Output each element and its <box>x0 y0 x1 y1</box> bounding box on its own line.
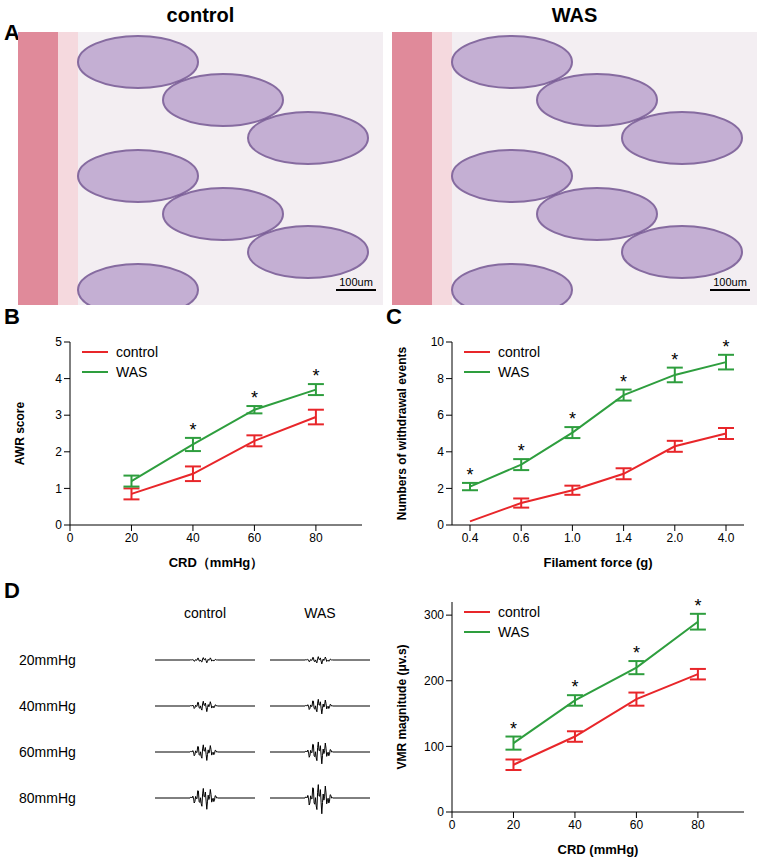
html-text:WAS: WAS <box>498 624 530 640</box>
html-text:control: control <box>498 344 540 360</box>
html-text:D: D <box>4 578 20 603</box>
svg-text:40mmHg: 40mmHg <box>19 698 76 714</box>
html-text:control: control <box>498 604 540 620</box>
svg-text:100um: 100um <box>339 276 373 288</box>
svg-text:*: * <box>569 409 576 429</box>
svg-text:0: 0 <box>437 518 444 532</box>
svg-text:Numbers of withdrawal events: Numbers of withdrawal events <box>395 346 409 520</box>
svg-text:60mmHg: 60mmHg <box>19 744 76 760</box>
svg-text:8: 8 <box>437 372 444 386</box>
svg-text:1: 1 <box>55 482 62 496</box>
svg-text:80mmHg: 80mmHg <box>19 790 76 806</box>
svg-text:1.4: 1.4 <box>615 531 632 545</box>
svg-text:2: 2 <box>437 482 444 496</box>
svg-text:*: * <box>571 677 578 697</box>
svg-text:2: 2 <box>55 445 62 459</box>
svg-text:*: * <box>466 465 473 485</box>
svg-text:Filament force (g): Filament force (g) <box>543 555 652 570</box>
html-text:A: A <box>4 20 20 45</box>
html-text:WAS: WAS <box>116 364 148 380</box>
svg-text:60: 60 <box>248 531 262 545</box>
svg-text:0.6: 0.6 <box>513 531 530 545</box>
svg-text:100um: 100um <box>713 276 747 288</box>
svg-text:0: 0 <box>437 805 444 819</box>
svg-text:20: 20 <box>507 818 521 832</box>
svg-text:*: * <box>694 596 701 616</box>
svg-text:AWR score: AWR score <box>13 402 27 466</box>
html-text:B: B <box>4 304 20 329</box>
svg-text:2.0: 2.0 <box>666 531 683 545</box>
svg-text:200: 200 <box>424 674 444 688</box>
svg-text:80: 80 <box>309 531 323 545</box>
svg-text:CRD (mmHg): CRD (mmHg) <box>558 842 639 857</box>
svg-text:20: 20 <box>125 531 139 545</box>
svg-text:80: 80 <box>691 818 705 832</box>
svg-text:*: * <box>722 337 729 357</box>
svg-text:control: control <box>184 605 226 621</box>
svg-text:0: 0 <box>449 818 456 832</box>
svg-text:VMR magnitude (μv.s): VMR magnitude (μv.s) <box>395 644 409 769</box>
svg-text:20mmHg: 20mmHg <box>19 652 76 668</box>
svg-text:0.4: 0.4 <box>462 531 479 545</box>
svg-text:*: * <box>189 420 196 440</box>
svg-text:300: 300 <box>424 608 444 622</box>
html-text:WAS: WAS <box>551 4 598 26</box>
html-text:control: control <box>116 344 158 360</box>
svg-text:6: 6 <box>437 408 444 422</box>
svg-text:1.0: 1.0 <box>564 531 581 545</box>
svg-text:4: 4 <box>55 372 62 386</box>
svg-text:*: * <box>251 388 258 408</box>
svg-text:*: * <box>620 372 627 392</box>
svg-text:*: * <box>633 643 640 663</box>
svg-text:5: 5 <box>55 335 62 349</box>
svg-text:100: 100 <box>424 740 444 754</box>
svg-text:4.0: 4.0 <box>718 531 735 545</box>
svg-text:60: 60 <box>630 818 644 832</box>
svg-text:WAS: WAS <box>304 605 335 621</box>
svg-text:4: 4 <box>437 445 444 459</box>
svg-text:*: * <box>671 350 678 370</box>
svg-text:*: * <box>518 441 525 461</box>
svg-text:10: 10 <box>431 335 445 349</box>
svg-text:CRD（mmHg）: CRD（mmHg） <box>169 555 264 570</box>
html-text:C: C <box>386 304 402 329</box>
svg-text:*: * <box>510 719 517 739</box>
svg-text:*: * <box>312 366 319 386</box>
svg-text:40: 40 <box>568 818 582 832</box>
svg-text:0: 0 <box>67 531 74 545</box>
html-text:WAS: WAS <box>498 364 530 380</box>
html-text:control: control <box>166 4 235 26</box>
svg-text:40: 40 <box>186 531 200 545</box>
svg-text:3: 3 <box>55 408 62 422</box>
svg-text:0: 0 <box>55 518 62 532</box>
